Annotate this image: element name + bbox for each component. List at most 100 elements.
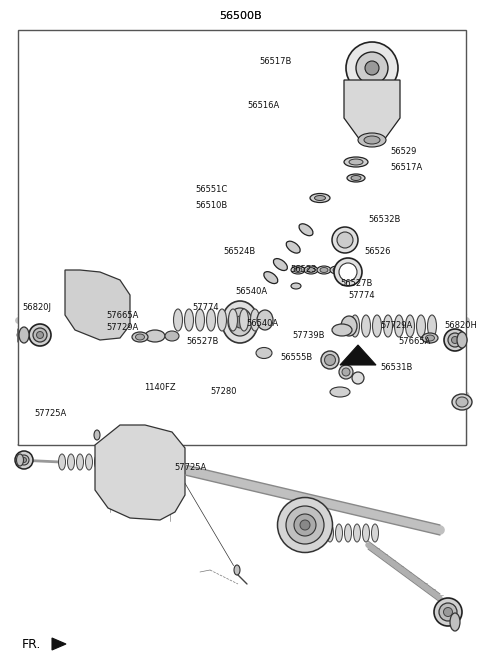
- Ellipse shape: [425, 335, 434, 341]
- Ellipse shape: [452, 394, 472, 410]
- Ellipse shape: [349, 159, 363, 165]
- Ellipse shape: [16, 454, 24, 466]
- Ellipse shape: [448, 333, 462, 347]
- Ellipse shape: [345, 524, 351, 542]
- Ellipse shape: [310, 193, 330, 203]
- Text: 56500B: 56500B: [219, 11, 261, 21]
- Text: 57665A: 57665A: [106, 312, 138, 320]
- Ellipse shape: [353, 524, 360, 542]
- Text: 56523: 56523: [290, 266, 316, 274]
- Ellipse shape: [277, 498, 333, 553]
- Ellipse shape: [444, 607, 453, 617]
- Ellipse shape: [417, 315, 425, 337]
- Ellipse shape: [452, 337, 458, 343]
- Polygon shape: [344, 80, 400, 140]
- Ellipse shape: [439, 603, 457, 621]
- Ellipse shape: [372, 524, 379, 542]
- Ellipse shape: [256, 347, 272, 359]
- Ellipse shape: [356, 52, 388, 84]
- Ellipse shape: [342, 368, 350, 376]
- Text: 1140FZ: 1140FZ: [144, 383, 176, 393]
- Ellipse shape: [22, 458, 26, 462]
- Ellipse shape: [350, 315, 360, 337]
- Ellipse shape: [222, 301, 258, 343]
- Text: 56529: 56529: [390, 147, 416, 157]
- Bar: [18, 30, 466, 445]
- Ellipse shape: [19, 455, 29, 465]
- Ellipse shape: [450, 613, 460, 631]
- Ellipse shape: [68, 454, 74, 470]
- Ellipse shape: [362, 524, 370, 542]
- Ellipse shape: [406, 315, 415, 337]
- Ellipse shape: [299, 224, 313, 235]
- Ellipse shape: [235, 316, 245, 328]
- Ellipse shape: [352, 372, 364, 384]
- Ellipse shape: [341, 316, 357, 336]
- Ellipse shape: [145, 330, 165, 342]
- Ellipse shape: [358, 133, 386, 147]
- Ellipse shape: [184, 309, 193, 331]
- Ellipse shape: [173, 309, 182, 331]
- Text: 56820J: 56820J: [22, 304, 51, 312]
- Text: 57774: 57774: [348, 292, 374, 300]
- Polygon shape: [95, 425, 185, 520]
- Ellipse shape: [351, 175, 361, 181]
- Ellipse shape: [33, 328, 47, 342]
- Ellipse shape: [333, 268, 341, 272]
- Text: 57725A: 57725A: [34, 409, 66, 419]
- Ellipse shape: [339, 263, 357, 281]
- Ellipse shape: [337, 232, 353, 248]
- Ellipse shape: [346, 42, 398, 94]
- Polygon shape: [340, 345, 376, 365]
- Ellipse shape: [428, 315, 436, 337]
- Ellipse shape: [132, 332, 148, 342]
- Ellipse shape: [206, 309, 216, 331]
- Ellipse shape: [344, 157, 368, 167]
- Ellipse shape: [372, 315, 382, 337]
- Ellipse shape: [294, 514, 316, 536]
- Ellipse shape: [286, 242, 300, 253]
- Ellipse shape: [334, 258, 362, 286]
- Text: 56540A: 56540A: [246, 320, 278, 328]
- Text: 57739B: 57739B: [292, 332, 324, 341]
- Ellipse shape: [165, 331, 179, 341]
- Ellipse shape: [15, 451, 33, 469]
- Ellipse shape: [321, 351, 339, 369]
- Ellipse shape: [76, 454, 84, 470]
- Ellipse shape: [330, 266, 344, 274]
- Ellipse shape: [364, 136, 380, 144]
- Ellipse shape: [294, 268, 302, 272]
- Ellipse shape: [326, 524, 334, 542]
- Ellipse shape: [347, 174, 365, 182]
- Ellipse shape: [339, 365, 353, 379]
- Text: FR.: FR.: [22, 638, 41, 650]
- Ellipse shape: [314, 195, 325, 201]
- Text: 56510B: 56510B: [196, 201, 228, 211]
- Ellipse shape: [395, 315, 404, 337]
- Text: 56531B: 56531B: [380, 363, 412, 373]
- Polygon shape: [65, 270, 130, 340]
- Ellipse shape: [330, 387, 350, 397]
- Ellipse shape: [324, 355, 336, 365]
- Text: 56516A: 56516A: [248, 102, 280, 110]
- Ellipse shape: [94, 430, 100, 440]
- Ellipse shape: [300, 520, 310, 530]
- Ellipse shape: [234, 565, 240, 575]
- Ellipse shape: [228, 309, 238, 331]
- Ellipse shape: [422, 333, 438, 343]
- Text: 56517A: 56517A: [390, 163, 422, 173]
- Text: 56551C: 56551C: [196, 185, 228, 195]
- Ellipse shape: [95, 454, 101, 470]
- Ellipse shape: [434, 598, 462, 626]
- Ellipse shape: [19, 327, 29, 343]
- Ellipse shape: [251, 309, 260, 331]
- Ellipse shape: [336, 524, 343, 542]
- Ellipse shape: [384, 315, 393, 337]
- Ellipse shape: [457, 332, 467, 348]
- Polygon shape: [52, 638, 66, 650]
- Ellipse shape: [29, 324, 51, 346]
- Text: 57729A: 57729A: [106, 324, 138, 332]
- Text: 56500B: 56500B: [219, 11, 261, 21]
- Ellipse shape: [361, 315, 371, 337]
- Ellipse shape: [164, 439, 172, 451]
